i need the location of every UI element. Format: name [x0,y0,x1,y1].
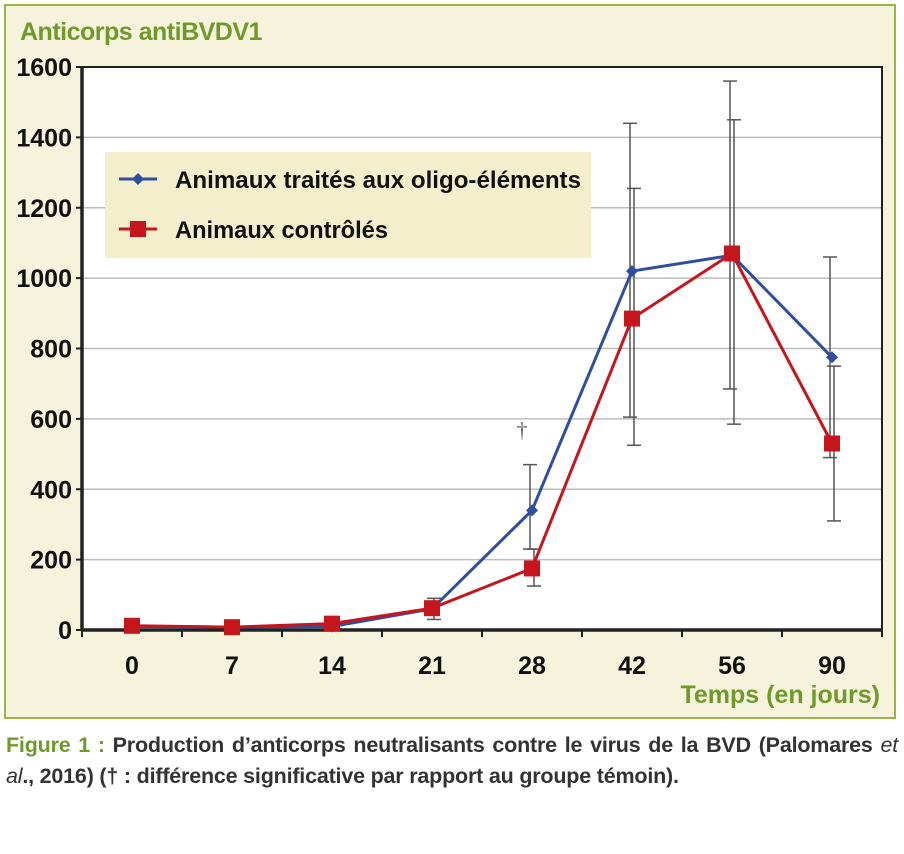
data-point [824,435,840,452]
y-tick-label: 0 [58,617,72,645]
data-point [124,617,140,634]
y-tick-label: 400 [30,476,72,504]
series-line [131,251,834,629]
x-tick-label: 14 [318,652,346,680]
y-tick-label: 1000 [16,265,72,293]
y-tick-label: 1200 [16,195,72,223]
data-point [724,245,740,262]
x-tick-label: 21 [418,652,446,680]
data-point [624,310,640,327]
x-tick-label: 28 [518,652,546,680]
caption-etal: et al [6,733,898,788]
data-point [526,504,538,517]
line-chart: 0 200 400 600 800 1000 1200 1400 1600 0 7 14 21 28 42 5… [16,54,883,709]
caption-line1: Production d’anticorps neutralisants con… [112,733,751,757]
data-point [224,619,240,636]
data-point [826,351,838,364]
y-tick-label: 600 [30,406,72,434]
chart-title: Anticorps antiBVDV1 [20,18,262,46]
y-tick-label: 800 [30,336,72,364]
y-tick-label: 1400 [16,124,72,152]
caption-part2b: ., 2016) († : différence significative p… [22,764,679,788]
x-tick-label: 90 [818,652,846,680]
data-point [324,615,340,632]
x-tick-label: 0 [125,652,139,680]
significance-marker: † [517,417,528,442]
legend-label: Animaux traités aux oligo-éléments [175,167,581,194]
legend-marker [132,173,144,185]
caption-part2a: (Palomares [758,733,873,757]
x-tick-label: 56 [718,652,746,680]
legend-box [105,152,591,258]
data-point [424,600,440,617]
x-tick-label: 7 [225,652,239,680]
legend-label: Animaux contrôlés [175,217,388,244]
caption-label: Figure 1 : [6,733,105,757]
y-tick-label: 200 [30,547,72,575]
x-tick-label: 42 [618,652,646,680]
x-axis-label: Temps (en jours) [680,681,880,709]
figure-caption: Figure 1 : Production d’anticorps neutra… [6,730,898,792]
data-point [626,265,638,278]
data-point [524,560,540,577]
legend-marker [130,221,146,237]
y-tick-label: 1600 [16,54,72,82]
